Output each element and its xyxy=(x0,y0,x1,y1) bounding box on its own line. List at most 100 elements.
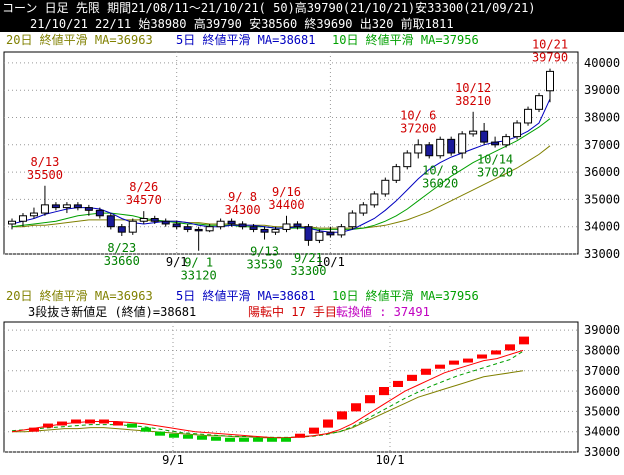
candle-up xyxy=(513,122,522,138)
low-annotation-value: 33660 xyxy=(104,254,140,268)
high-annotation-value: 35500 xyxy=(27,168,63,182)
top-y-tick-label: 36000 xyxy=(584,165,620,179)
candle-up xyxy=(315,231,324,241)
candle-down xyxy=(161,220,170,225)
reversal-status: 陽転中 17 手目 xyxy=(248,304,337,319)
high-annotation-value: 37200 xyxy=(400,121,436,135)
candle-up xyxy=(348,212,357,228)
window-title-bar: コーン 日足 先限 期間21/08/11～21/10/21( 50)高39790… xyxy=(0,0,624,16)
candle-up xyxy=(282,223,291,230)
low-annotation-value: 33530 xyxy=(246,258,282,272)
top-legend-ma20: 20日 終値平滑 MA=36963 xyxy=(6,32,153,47)
candle-down xyxy=(293,223,302,228)
brick-up xyxy=(519,336,529,345)
candle-down xyxy=(183,226,192,230)
top-y-tick-label: 33000 xyxy=(584,247,620,261)
brick-up xyxy=(421,368,431,375)
candle-up xyxy=(205,226,214,232)
brick-up xyxy=(295,433,305,438)
candle-up xyxy=(18,215,27,222)
candle-down xyxy=(326,231,335,236)
brick-up xyxy=(113,421,123,426)
brick-down xyxy=(169,433,179,438)
brick-down xyxy=(141,427,151,432)
reversal-line xyxy=(11,349,524,439)
high-annotation-date: 8/13 xyxy=(30,155,59,169)
ma20-line xyxy=(12,145,551,229)
bottom-legend-ma5: 5日 終値平滑 MA=38681 xyxy=(176,288,315,303)
candle-down xyxy=(150,218,159,222)
bottom-legend-ma20: 20日 終値平滑 MA=36963 xyxy=(6,288,153,303)
brick-up xyxy=(85,419,95,424)
candle-up xyxy=(139,218,148,222)
low-annotation-date: 9/21 xyxy=(294,251,323,265)
bottom-y-tick-label: 38000 xyxy=(584,343,620,357)
brick-down xyxy=(281,437,291,442)
top-x-tick-label: 10/1 xyxy=(316,255,345,269)
brick-up xyxy=(407,374,417,381)
low-annotation-value: 37020 xyxy=(477,166,513,180)
brick-up xyxy=(393,380,403,387)
candle-up xyxy=(458,133,467,154)
candle-up xyxy=(370,193,379,206)
brick-down xyxy=(197,435,207,440)
new-price-bar-panel: 39000 38000 37000 36000 35000 34000 33000 9/1 10… xyxy=(3,321,620,467)
high-annotation-value: 39790 xyxy=(532,51,568,65)
candle-up xyxy=(216,220,225,228)
brick-up xyxy=(477,354,487,359)
brick-up xyxy=(43,423,53,428)
candle-up xyxy=(29,212,38,217)
candle-down xyxy=(51,204,60,209)
candle-down xyxy=(447,138,456,154)
top-x-tick-label: 9/1 xyxy=(166,255,188,269)
low-annotation-value: 33300 xyxy=(290,264,326,278)
candle-down xyxy=(194,228,203,232)
bottom-x-tick-label: 10/1 xyxy=(376,453,405,467)
bottom-x-tick-label: 9/1 xyxy=(162,453,184,467)
high-annotation-date: 9/16 xyxy=(272,185,301,199)
low-annotation-date: 8/23 xyxy=(107,241,136,255)
candle-down xyxy=(238,223,247,228)
brick-up xyxy=(337,411,347,420)
top-plot-frame xyxy=(3,51,579,255)
brick-down xyxy=(155,431,165,436)
bottom-y-tick-label: 35000 xyxy=(584,404,620,418)
brick-down xyxy=(225,437,235,442)
low-annotation-date: 9/ 1 xyxy=(184,256,213,270)
candle-down xyxy=(106,215,115,228)
candle-down xyxy=(227,220,236,225)
candle-up xyxy=(414,144,423,154)
candle-up xyxy=(359,204,368,214)
candle-down xyxy=(480,130,489,143)
candle-up xyxy=(62,204,71,209)
brick-up xyxy=(365,395,375,404)
candle-down xyxy=(491,141,500,146)
candlestick-panel: 40000 39000 38000 37000 36000 35000 34000 33000… xyxy=(3,38,620,283)
bottom-legend-ma10: 10日 終値平滑 MA=37956 xyxy=(332,288,479,303)
candle-down xyxy=(117,226,126,233)
low-annotation-value: 33120 xyxy=(181,269,217,283)
brick-up xyxy=(491,350,501,355)
candle-up xyxy=(40,204,49,214)
high-annotation-value: 34570 xyxy=(126,193,162,207)
top-y-tick-label: 34000 xyxy=(584,220,620,234)
candle-down xyxy=(249,226,258,230)
bottom-y-tick-label: 33000 xyxy=(584,445,620,459)
high-annotation-date: 9/ 8 xyxy=(228,190,257,204)
brick-up xyxy=(435,364,445,369)
bottom-y-tick-label: 39000 xyxy=(584,323,620,337)
candle-up xyxy=(8,220,16,225)
high-annotation-date: 10/12 xyxy=(455,81,491,95)
candle-down xyxy=(304,226,313,241)
candle-up xyxy=(337,226,346,236)
price-info: 21/10/21 22/11 始38980 高39790 安38560 終396… xyxy=(30,17,454,31)
bottom-plot-frame xyxy=(3,321,579,453)
brick-down xyxy=(253,437,263,442)
high-annotation-date: 10/ 6 xyxy=(400,108,436,122)
conversion-value: 転換値 : 37491 xyxy=(336,304,430,319)
brick-down xyxy=(211,436,221,441)
brick-down xyxy=(127,423,137,428)
bottom-y-tick-label: 36000 xyxy=(584,384,620,398)
high-annotation-value: 34300 xyxy=(225,203,261,217)
candle-up xyxy=(403,152,412,168)
